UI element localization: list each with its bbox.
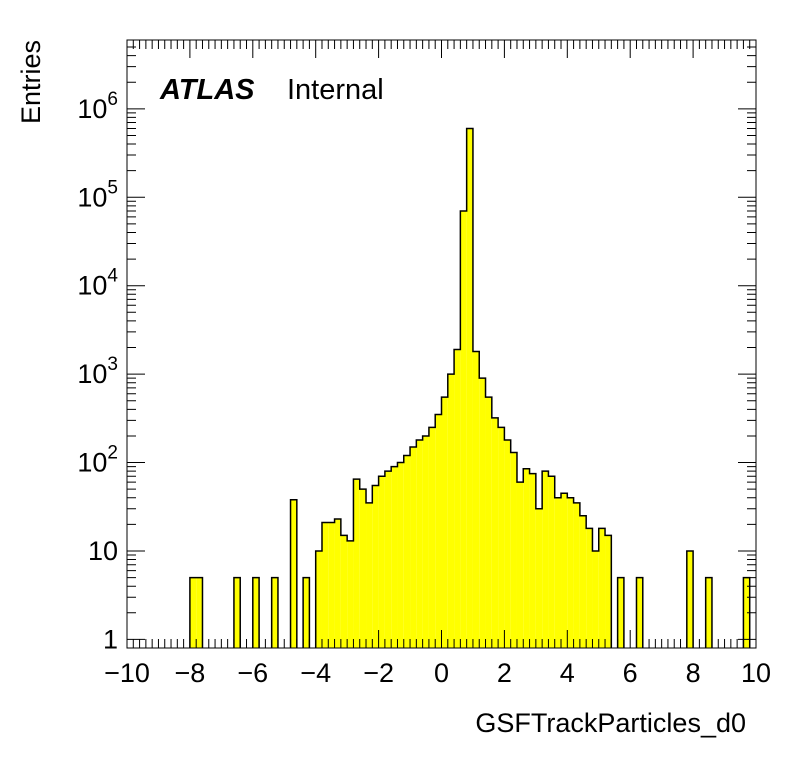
histogram-bar-39 — [516, 482, 524, 648]
histogram-bar-14 — [359, 489, 367, 648]
histogram-bar-51 — [592, 550, 599, 648]
histogram-bar-24 — [422, 435, 429, 648]
histogram-bar-58 — [743, 577, 750, 648]
x-tick-label: 4 — [560, 658, 575, 688]
y-tick-label: 104 — [77, 266, 118, 301]
histogram-bar-47 — [567, 497, 574, 648]
histogram-bar-41 — [529, 473, 536, 648]
x-tick-label: 0 — [434, 658, 449, 688]
histogram-bar-16 — [372, 485, 379, 648]
histogram-bar-50 — [586, 528, 593, 648]
x-tick-label: 10 — [741, 658, 771, 688]
histogram-bar-31 — [466, 128, 473, 648]
status-label: Internal — [287, 74, 384, 106]
histogram-outline — [189, 127, 751, 648]
x-tick-label: −10 — [104, 658, 150, 688]
y-tick-label: 105 — [77, 177, 118, 212]
histogram-bar-43 — [542, 471, 549, 648]
x-tick-label: −8 — [175, 658, 206, 688]
histogram-bar-29 — [454, 349, 461, 648]
histogram-bar-20 — [397, 462, 404, 648]
histogram-bar-18 — [384, 471, 392, 648]
y-tick-labels: 1 10 102 103 104 105 106 — [77, 89, 118, 655]
y-tick-label: 1 — [103, 624, 118, 654]
histogram-bar-34 — [485, 397, 492, 648]
histogram-bar-13 — [353, 479, 360, 648]
histogram-bar-54 — [617, 577, 624, 648]
x-tick-label: −2 — [363, 658, 394, 688]
plot-frame — [126, 39, 757, 649]
histogram-bar-35 — [491, 417, 499, 648]
histogram-bar-45 — [554, 497, 562, 648]
histogram-bar-8 — [321, 522, 329, 648]
histogram-bar-22 — [410, 446, 417, 648]
histogram-bar-55 — [636, 577, 643, 648]
histogram-bar-23 — [416, 439, 423, 648]
y-tick-label: 102 — [77, 443, 118, 478]
x-tick-label: 2 — [497, 658, 512, 688]
y-tick-label: 103 — [77, 354, 118, 389]
histogram-bar-46 — [561, 493, 568, 648]
histogram-bar-0 — [189, 577, 197, 648]
histogram-bar-27 — [441, 397, 448, 648]
histogram-bar-28 — [447, 374, 455, 648]
histogram-bar-15 — [366, 502, 373, 648]
histogram-bar-44 — [548, 476, 555, 648]
histogram-bar-9 — [328, 522, 335, 648]
histogram-bar-52 — [598, 528, 606, 648]
histogram-bar-42 — [535, 508, 543, 648]
histogram-bar-40 — [523, 468, 530, 648]
histogram-bar-30 — [460, 210, 467, 648]
histogram-bar-12 — [347, 540, 354, 648]
x-tick-label: 8 — [686, 658, 701, 688]
histogram-bar-36 — [498, 427, 505, 648]
histogram-bar-10 — [334, 519, 341, 648]
histogram-bar-57 — [705, 577, 712, 648]
histogram-bar-2 — [233, 577, 241, 648]
histogram-bar-19 — [391, 466, 398, 648]
histogram-bar-48 — [573, 502, 580, 648]
histogram-bar-26 — [435, 414, 442, 648]
x-tick-label: 6 — [623, 658, 638, 688]
histogram-bar-25 — [428, 427, 436, 648]
histogram-bar-33 — [479, 378, 486, 648]
histogram-bar-6 — [303, 577, 310, 648]
x-tick-label: −4 — [300, 658, 331, 688]
histogram-bar-5 — [290, 499, 297, 648]
histogram-bar-17 — [378, 476, 385, 648]
histogram-bar-4 — [271, 577, 278, 648]
histogram-bar-37 — [504, 439, 511, 648]
x-tick-labels: −10 −8 −6 −4 −2 0 2 4 6 8 10 — [104, 658, 771, 688]
histogram-bar-32 — [472, 351, 480, 648]
histogram-bar-3 — [252, 577, 260, 648]
histogram-bar-7 — [315, 550, 322, 648]
histogram-bar-11 — [340, 535, 348, 648]
histogram-bar-38 — [510, 452, 517, 648]
histogram-bars — [189, 127, 751, 648]
atlas-label: ATLAS — [159, 74, 255, 106]
histogram-bar-49 — [579, 515, 587, 648]
histogram-bar-21 — [403, 455, 411, 648]
histogram-bar-56 — [686, 550, 694, 648]
x-axis-label: GSFTrackParticles_d0 — [475, 708, 746, 738]
histogram-bar-1 — [196, 577, 203, 648]
histogram-bar-53 — [605, 535, 612, 648]
x-tick-label: −6 — [237, 658, 268, 688]
y-tick-label: 106 — [77, 89, 118, 124]
y-axis-label: Entries — [16, 40, 46, 124]
y-tick-label: 10 — [88, 536, 118, 566]
